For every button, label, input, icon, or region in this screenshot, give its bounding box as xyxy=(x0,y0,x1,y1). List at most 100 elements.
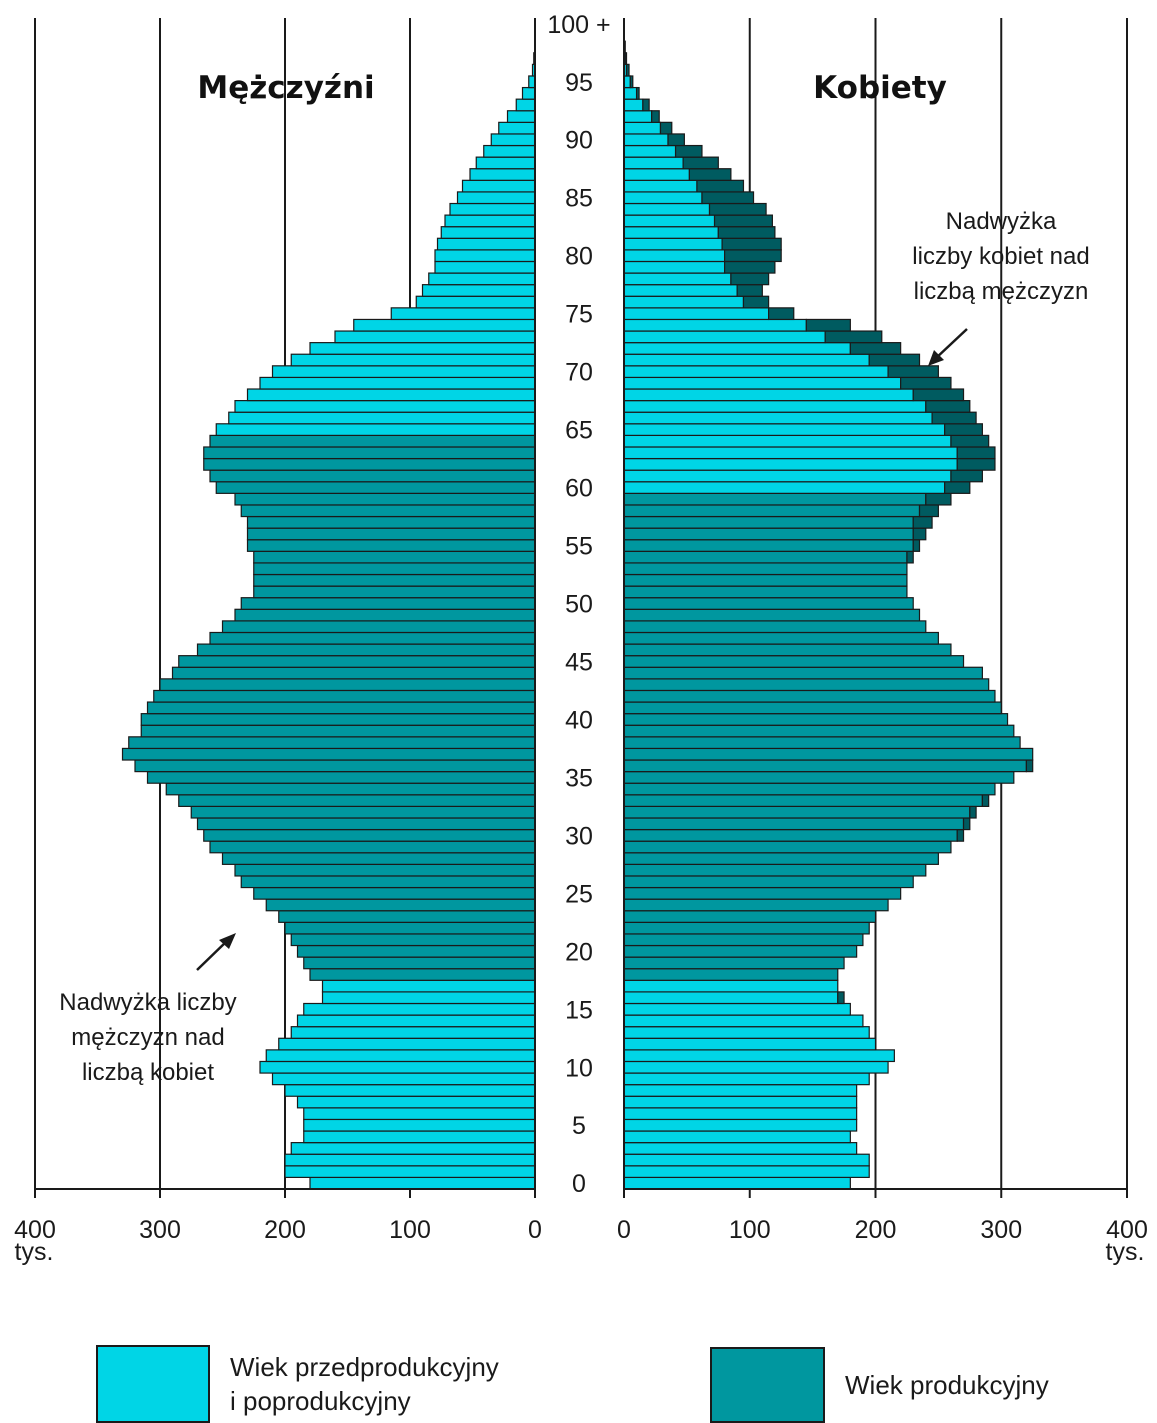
bar-women-excess-age-66 xyxy=(931,411,977,425)
bar-men-age-78 xyxy=(428,272,536,286)
bar-men-age-34 xyxy=(165,782,536,796)
bar-women-excess-age-60 xyxy=(944,481,971,494)
bar-women-age-14 xyxy=(623,1014,864,1028)
bar-women-excess-age-59 xyxy=(925,492,952,506)
bar-men-age-44 xyxy=(171,666,536,680)
bar-women-age-87 xyxy=(623,168,690,181)
bar-women-age-85 xyxy=(623,191,703,205)
bar-men-age-59 xyxy=(234,492,536,506)
bar-women-age-92 xyxy=(623,110,653,123)
bar-women-age-5 xyxy=(623,1118,858,1132)
age-label: 45 xyxy=(565,648,593,676)
annotation-excess-men: Nadwyżka liczby mężczyzn nad liczbą kobiet xyxy=(59,989,236,1086)
bar-men-age-89 xyxy=(483,144,536,158)
bar-women-age-91 xyxy=(623,121,662,135)
bar-men-age-40 xyxy=(140,713,536,726)
bar-women-age-50 xyxy=(623,597,914,610)
bar-women-excess-age-65 xyxy=(944,423,983,436)
x-tick-label-women: 300 xyxy=(980,1216,1022,1244)
bar-women-age-64 xyxy=(623,434,952,448)
bar-women-age-27 xyxy=(623,863,927,877)
x-tick-label-men: 400 xyxy=(14,1216,56,1244)
bar-women-age-70 xyxy=(623,365,889,379)
age-label: 50 xyxy=(565,591,593,619)
panel-title-women: Kobiety xyxy=(813,70,947,106)
bar-women-excess-age-54 xyxy=(906,550,914,564)
bar-men-age-45 xyxy=(178,655,536,668)
bar-women-excess-age-87 xyxy=(688,168,732,181)
bar-women-age-93 xyxy=(623,98,644,112)
bar-men-age-16 xyxy=(321,991,536,1005)
bar-men-age-83 xyxy=(444,214,536,228)
bar-women-excess-age-94 xyxy=(635,86,640,100)
bar-women-excess-age-33 xyxy=(981,794,990,807)
age-label: 0 xyxy=(572,1170,586,1198)
bar-men-age-5 xyxy=(303,1118,536,1132)
bar-women-excess-age-96 xyxy=(625,63,630,77)
bar-women-excess-age-81 xyxy=(721,237,782,251)
age-label: 70 xyxy=(565,359,593,387)
bar-women-age-42 xyxy=(623,689,996,703)
x-tick-label-women: 400 xyxy=(1106,1216,1148,1244)
bar-men-age-67 xyxy=(234,400,536,413)
bar-women-excess-age-73 xyxy=(824,330,883,344)
bar-women-age-43 xyxy=(623,678,990,692)
bar-women-age-72 xyxy=(623,342,851,355)
bar-men-age-20 xyxy=(296,944,536,958)
bar-women-age-31 xyxy=(623,817,965,831)
bar-women-excess-age-36 xyxy=(1025,759,1034,773)
age-label: 55 xyxy=(565,533,593,561)
bar-men-age-33 xyxy=(178,794,536,807)
bar-men-age-75 xyxy=(390,307,536,321)
bar-women-age-58 xyxy=(623,504,921,518)
bar-women-excess-age-71 xyxy=(868,353,921,367)
bar-men-age-60 xyxy=(215,481,536,494)
bar-men-age-28 xyxy=(221,852,536,865)
bar-women-age-74 xyxy=(623,318,807,332)
bar-men-age-57 xyxy=(246,515,536,529)
bar-women-age-78 xyxy=(623,272,732,286)
annotation-line: Nadwyżka xyxy=(946,208,1057,235)
bar-women-age-86 xyxy=(623,179,698,193)
bar-women-excess-age-67 xyxy=(925,400,971,413)
bar-men-age-19 xyxy=(303,956,536,970)
bar-men-age-73 xyxy=(334,330,536,344)
x-tick-label-men: 300 xyxy=(139,1216,181,1244)
bar-men-age-37 xyxy=(121,747,536,761)
bar-men-age-41 xyxy=(146,701,536,715)
bar-men-age-86 xyxy=(461,179,536,193)
annotation-line: mężczyzn nad xyxy=(71,1024,224,1051)
bar-men-age-0 xyxy=(309,1176,536,1190)
bar-men-age-94 xyxy=(521,86,536,100)
bar-men-age-91 xyxy=(498,121,536,135)
bar-women-age-7 xyxy=(623,1095,858,1109)
bar-women-excess-age-61 xyxy=(950,469,983,483)
bar-men-age-87 xyxy=(469,168,536,181)
bar-women-age-35 xyxy=(623,771,1015,784)
bar-men-age-15 xyxy=(303,1002,536,1016)
bar-women-excess-age-90 xyxy=(667,133,685,147)
bar-women-age-19 xyxy=(623,956,845,970)
bar-women-age-76 xyxy=(623,295,745,309)
bar-women-age-88 xyxy=(623,156,684,170)
bar-men-age-85 xyxy=(456,191,536,205)
bar-women-age-10 xyxy=(623,1060,889,1074)
bar-men-age-62 xyxy=(203,457,536,471)
bar-men-age-80 xyxy=(434,249,536,263)
bar-women-age-21 xyxy=(623,933,864,947)
bar-men-age-12 xyxy=(278,1037,536,1051)
bar-women-age-13 xyxy=(623,1026,870,1039)
bar-women-age-33 xyxy=(623,794,983,807)
age-label: 100 + xyxy=(547,11,610,39)
age-label: 30 xyxy=(565,822,593,850)
bar-women-age-4 xyxy=(623,1130,851,1144)
annotation-excess-women: Nadwyżka liczby kobiet nad liczbą mężczyzn xyxy=(912,208,1089,305)
bar-women-age-39 xyxy=(623,724,1015,738)
bar-women-age-24 xyxy=(623,898,889,912)
bar-men-age-69 xyxy=(259,376,536,390)
bar-women-age-56 xyxy=(623,527,914,541)
bar-men-age-32 xyxy=(190,805,536,819)
bar-men-age-2 xyxy=(284,1153,536,1167)
bar-women-excess-age-92 xyxy=(651,110,660,123)
bar-men-age-70 xyxy=(271,365,536,379)
